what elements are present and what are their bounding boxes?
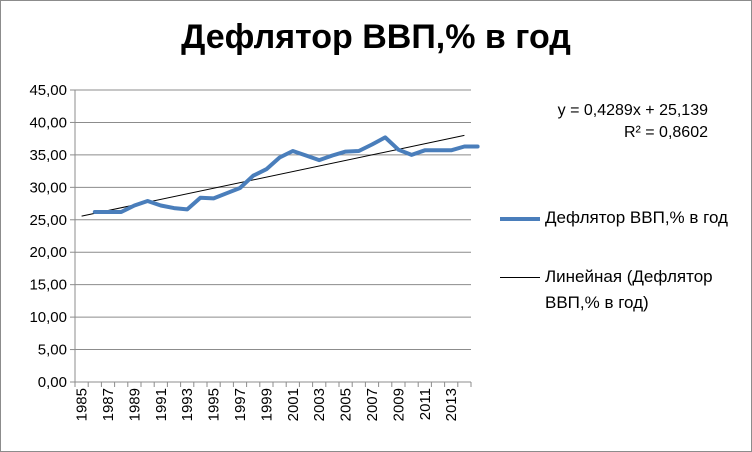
legend-label-series: Дефлятор ВВП,% в год — [545, 208, 728, 227]
chart-title: Дефлятор ВВП,% в год — [181, 18, 571, 56]
legend-swatch-trendline — [500, 277, 540, 278]
legend-item-trendline: Линейная (Дефлятор ВВП,% в год) — [500, 264, 740, 316]
x-tick-label: 2009 — [390, 388, 407, 421]
x-tick-label: 1989 — [126, 388, 143, 421]
y-tick-label: 45,00 — [29, 82, 67, 99]
x-tick-label: 1991 — [153, 388, 170, 421]
y-tick-label: 5,00 — [38, 342, 67, 359]
y-tick-label: 0,00 — [38, 374, 67, 391]
x-tick-label: 1985 — [74, 388, 91, 421]
y-tick-label: 35,00 — [29, 147, 67, 164]
y-tick-label: 10,00 — [29, 309, 67, 326]
x-tick-label: 2005 — [338, 388, 355, 421]
y-tick-label: 30,00 — [29, 179, 67, 196]
y-tick-label: 40,00 — [29, 114, 67, 131]
legend-label-trendline: Линейная (Дефлятор ВВП,% в год) — [545, 267, 713, 312]
series-line — [92, 135, 480, 214]
y-tick-label: 20,00 — [29, 244, 67, 261]
trendline-equation: y = 0,4289x + 25,139 — [557, 102, 708, 119]
trendline-r2: R² = 0,8602 — [623, 124, 708, 141]
trendline-equation-box: y = 0,4289x + 25,139 R² = 0,8602 — [508, 100, 708, 144]
y-tick-label: 15,00 — [29, 277, 67, 294]
y-tick-label: 25,00 — [29, 212, 67, 229]
x-tick-label: 1993 — [179, 388, 196, 421]
x-tick-label: 1987 — [100, 388, 117, 421]
x-tick-label: 1999 — [258, 388, 275, 421]
x-tick-label: 1995 — [206, 388, 223, 421]
x-tick-label: 2001 — [285, 388, 302, 421]
x-tick-label: 2007 — [364, 388, 381, 421]
legend-item-series: Дефлятор ВВП,% в год — [500, 205, 740, 257]
x-tick-label: 2013 — [443, 388, 460, 421]
x-tick-label: 2003 — [311, 388, 328, 421]
x-tick-label: 1997 — [232, 388, 249, 421]
x-tick-label: 2011 — [417, 388, 434, 420]
legend-swatch-series — [500, 217, 540, 221]
